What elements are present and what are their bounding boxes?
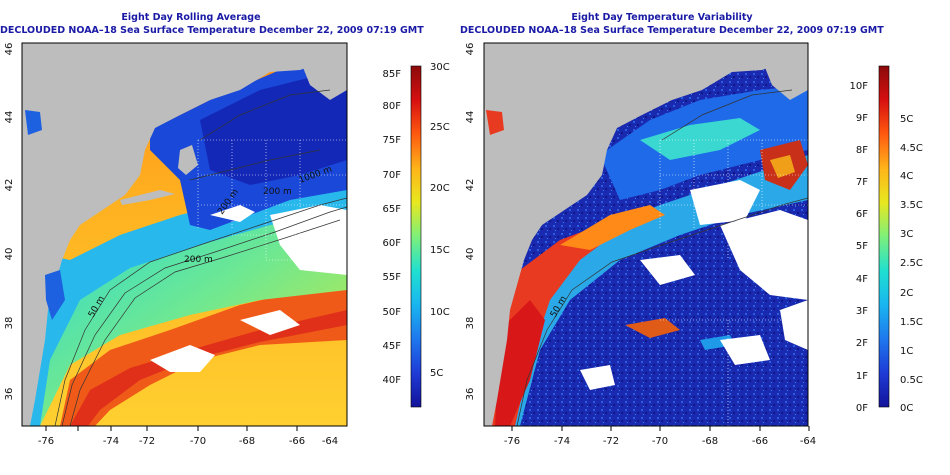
colorbar-f-label: 0F <box>856 403 868 414</box>
colorbar-f-label: 5F <box>856 241 868 252</box>
contour-label: 200 m <box>184 255 213 265</box>
x-tick-label: -64 <box>322 436 338 447</box>
left-map-frame <box>21 42 348 427</box>
colorbar-c-label: 1.5C <box>900 317 923 328</box>
x-tick-label: -68 <box>239 436 255 447</box>
colorbar-c-label: 2C <box>900 288 913 299</box>
y-tick-label: 44 <box>4 111 15 124</box>
x-tick-label: -76 <box>504 436 520 447</box>
x-tick-label: -66 <box>752 436 768 447</box>
colorbar-c-label: 15C <box>430 245 450 256</box>
colorbar-f-label: 6F <box>856 209 868 220</box>
y-tick-label: 44 <box>465 111 476 124</box>
x-tick-label: -66 <box>289 436 305 447</box>
colorbar-c-label: 30C <box>430 62 450 73</box>
y-tick-label: 40 <box>4 248 15 261</box>
y-tick-label: 36 <box>4 388 15 401</box>
y-tick-label: 46 <box>4 43 15 56</box>
colorbar-c-label: 0C <box>900 403 913 414</box>
right-colorbar-labels: 0F 1F 2F 3F 4F 5F 6F 7F 8F 9F 10F 0C 0.5… <box>850 81 923 414</box>
colorbar-c-label: 20C <box>430 183 450 194</box>
left-x-axis: -76 -74 -72 -70 -68 -66 -64 <box>38 426 338 447</box>
colorbar-f-label: 4F <box>856 274 868 285</box>
colorbar-c-label: 5C <box>900 114 913 125</box>
right-colorbar <box>878 65 890 408</box>
left-colorbar-labels: 40F 45F 50F 55F 60F 65F 70F 75F 80F 85F … <box>383 62 450 386</box>
right-subtitle: DECLOUDED NOAA–18 Sea Surface Temperatur… <box>460 25 884 36</box>
x-tick-label: -68 <box>702 436 718 447</box>
colorbar-c-label: 4C <box>900 171 913 182</box>
right-map <box>484 43 808 426</box>
colorbar-c-label: 2.5C <box>900 258 923 269</box>
left-y-axis: 36 38 40 42 44 46 <box>4 43 15 401</box>
right-map-frame <box>483 42 809 427</box>
y-tick-label: 46 <box>465 43 476 56</box>
colorbar-c-label: 1C <box>900 346 913 357</box>
colorbar-c-label: 3C <box>900 229 913 240</box>
colorbar-c-label: 4.5C <box>900 143 923 154</box>
y-tick-label: 42 <box>465 179 476 192</box>
colorbar-f-label: 65F <box>383 204 402 215</box>
right-y-axis: 36 38 40 42 44 46 <box>465 43 476 401</box>
colorbar-c-label: 25C <box>430 122 450 133</box>
x-tick-label: -74 <box>103 436 119 447</box>
colorbar-f-label: 40F <box>383 375 402 386</box>
x-tick-label: -76 <box>38 436 54 447</box>
colorbar-f-label: 1F <box>856 371 868 382</box>
colorbar-f-label: 7F <box>856 177 868 188</box>
left-title: Eight Day Rolling Average <box>121 12 261 23</box>
y-tick-label: 42 <box>4 179 15 192</box>
colorbar-f-label: 8F <box>856 145 868 156</box>
left-map <box>22 43 347 426</box>
x-tick-label: -74 <box>554 436 570 447</box>
y-tick-label: 40 <box>465 248 476 261</box>
colorbar-f-label: 70F <box>383 170 402 181</box>
left-subtitle: DECLOUDED NOAA–18 Sea Surface Temperatur… <box>0 25 424 36</box>
right-x-axis: -76 -74 -72 -70 -68 -66 -64 <box>504 426 816 447</box>
colorbar-f-label: 3F <box>856 306 868 317</box>
colorbar-f-label: 45F <box>383 341 402 352</box>
colorbar-c-label: 5C <box>430 368 443 379</box>
right-title: Eight Day Temperature Variability <box>571 12 753 23</box>
colorbar-f-label: 10F <box>850 81 869 92</box>
colorbar-c-label: 10C <box>430 307 450 318</box>
colorbar-f-label: 9F <box>856 113 868 124</box>
x-tick-label: -72 <box>603 436 619 447</box>
x-tick-label: -64 <box>800 436 816 447</box>
colorbar-f-label: 50F <box>383 307 402 318</box>
colorbar-f-label: 2F <box>856 338 868 349</box>
colorbar-f-label: 60F <box>383 238 402 249</box>
colorbar-c-label: 0.5C <box>900 375 923 386</box>
colorbar-f-label: 55F <box>383 272 402 283</box>
y-tick-label: 38 <box>465 317 476 330</box>
contour-label: 200 m <box>263 187 292 197</box>
left-colorbar <box>410 65 422 408</box>
colorbar-f-label: 85F <box>383 69 402 80</box>
x-tick-label: -70 <box>190 436 206 447</box>
x-tick-label: -72 <box>139 436 155 447</box>
colorbar-c-label: 3.5C <box>900 200 923 211</box>
colorbar-f-label: 80F <box>383 101 402 112</box>
y-tick-label: 38 <box>4 317 15 330</box>
y-tick-label: 36 <box>465 388 476 401</box>
colorbar-f-label: 75F <box>383 135 402 146</box>
x-tick-label: -70 <box>652 436 668 447</box>
